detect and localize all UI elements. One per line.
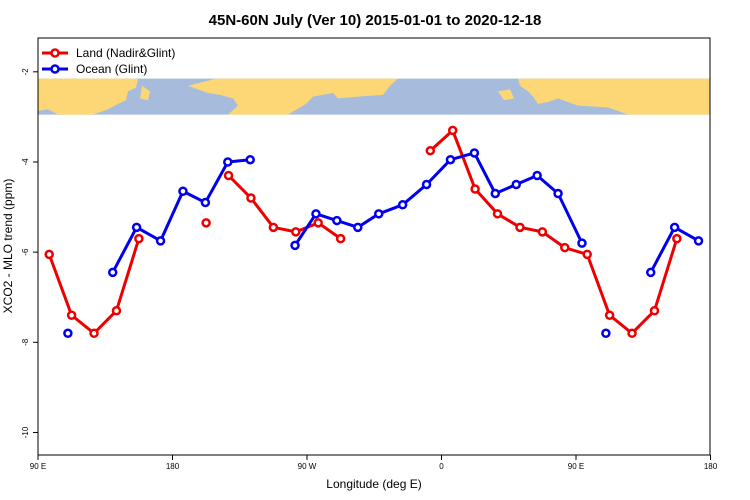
data-point bbox=[335, 233, 346, 244]
y-axis-label: XCO2 - MLO trend (ppm) bbox=[1, 179, 15, 314]
data-point bbox=[155, 236, 166, 246]
data-point bbox=[490, 188, 501, 199]
data-point bbox=[66, 310, 77, 320]
map-land-greenland bbox=[360, 78, 383, 92]
series-line bbox=[47, 238, 141, 335]
legend-marker-ocean bbox=[50, 64, 60, 74]
data-point bbox=[89, 328, 99, 339]
y-tick-label: -2 bbox=[21, 68, 30, 76]
x-tick-label: 180 bbox=[704, 462, 718, 471]
data-point bbox=[515, 222, 525, 233]
data-point bbox=[532, 170, 542, 181]
data-point bbox=[447, 125, 458, 136]
series-layer bbox=[44, 125, 704, 339]
data-point bbox=[223, 170, 234, 181]
y-axis: -2 -4 -6 -8 -10 bbox=[21, 68, 38, 438]
data-point bbox=[332, 215, 342, 226]
data-point bbox=[627, 328, 637, 339]
data-point bbox=[353, 222, 363, 233]
data-point bbox=[201, 218, 211, 228]
data-point bbox=[445, 154, 456, 165]
x-tick-label: 90 E bbox=[568, 462, 584, 471]
data-point bbox=[107, 267, 118, 278]
data-point bbox=[246, 193, 256, 203]
data-point bbox=[311, 209, 321, 219]
series-line bbox=[227, 174, 342, 240]
data-point bbox=[291, 227, 301, 237]
data-point bbox=[601, 328, 611, 339]
data-point bbox=[672, 233, 682, 244]
x-tick-label: 180 bbox=[166, 462, 180, 471]
data-point bbox=[134, 233, 144, 244]
data-point bbox=[44, 249, 54, 260]
data-point bbox=[649, 305, 660, 316]
map-land-north-america bbox=[188, 78, 398, 115]
map-land-kamchatka bbox=[140, 85, 150, 101]
series-line bbox=[429, 128, 679, 335]
data-point bbox=[200, 197, 211, 208]
data-point bbox=[178, 186, 188, 197]
data-point bbox=[669, 222, 680, 233]
chart-title: 45N-60N July (Ver 10) 2015-01-01 to 2020… bbox=[209, 12, 542, 29]
series-ocean bbox=[63, 148, 704, 339]
data-point bbox=[223, 157, 233, 167]
data-point bbox=[397, 200, 408, 210]
data-point bbox=[560, 242, 570, 253]
y-tick-label: -6 bbox=[21, 248, 30, 256]
y-tick-label: -4 bbox=[21, 158, 30, 166]
x-axis: 90 E 180 90 W 0 90 E 180 bbox=[30, 455, 718, 471]
map-land-europe-asia bbox=[518, 78, 710, 115]
data-point bbox=[268, 222, 279, 233]
data-point bbox=[373, 209, 384, 219]
x-axis-label: Longitude (deg E) bbox=[326, 477, 421, 491]
data-point bbox=[582, 249, 592, 260]
data-point bbox=[577, 238, 587, 248]
series-land bbox=[44, 125, 682, 339]
legend-label-land: Land (Nadir&Glint) bbox=[76, 46, 175, 60]
data-point bbox=[469, 148, 480, 158]
data-point bbox=[511, 179, 521, 190]
x-tick-label: 90 W bbox=[298, 462, 317, 471]
x-tick-label: 0 bbox=[439, 462, 444, 471]
data-point bbox=[421, 179, 432, 190]
data-point bbox=[313, 218, 323, 228]
data-point bbox=[245, 154, 255, 165]
data-point bbox=[63, 328, 73, 339]
data-point bbox=[111, 305, 122, 316]
map-land-britain bbox=[498, 89, 514, 101]
map-land-asia bbox=[38, 78, 138, 115]
data-point bbox=[604, 310, 615, 320]
data-point bbox=[537, 227, 548, 237]
data-point bbox=[290, 240, 300, 251]
x-tick-label: 90 E bbox=[30, 462, 46, 471]
data-point bbox=[645, 267, 656, 278]
data-point bbox=[492, 209, 503, 219]
legend-label-ocean: Ocean (Glint) bbox=[76, 62, 147, 76]
data-point bbox=[693, 236, 704, 246]
data-point bbox=[470, 184, 480, 194]
data-point bbox=[131, 222, 142, 233]
data-point bbox=[553, 188, 563, 199]
legend-marker-land bbox=[50, 48, 60, 58]
y-tick-label: -8 bbox=[21, 338, 30, 346]
data-point bbox=[425, 145, 436, 156]
plot-frame bbox=[37, 37, 711, 456]
legend: Land (Nadir&Glint) Ocean (Glint) bbox=[42, 46, 175, 76]
y-tick-label: -10 bbox=[21, 426, 30, 438]
map-strip bbox=[38, 78, 710, 115]
